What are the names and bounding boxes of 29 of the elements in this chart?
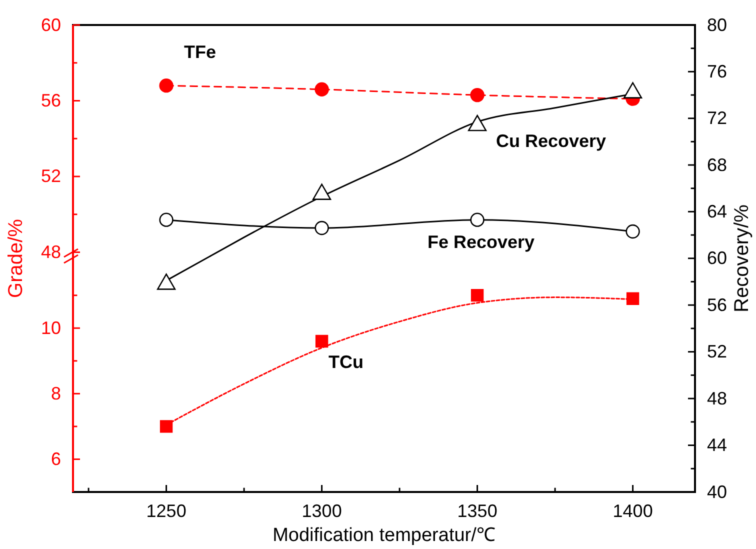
y2-tick-label: 68 xyxy=(707,154,728,175)
x-tick-label: 1250 xyxy=(146,500,186,521)
y-tick-label: 48 xyxy=(40,242,61,262)
y2-tick-label: 60 xyxy=(707,248,728,268)
y2-tick-label: 48 xyxy=(707,388,728,408)
series-label: Cu Recovery xyxy=(496,131,606,151)
y2-tick-label: 56 xyxy=(707,294,728,315)
y2-tick-label: 80 xyxy=(707,14,728,35)
y-axis-title: Grade/% xyxy=(5,218,27,298)
y2-axis-title: Recovery/% xyxy=(731,204,753,312)
y2-tick-label: 64 xyxy=(707,201,728,222)
series-label: TCu xyxy=(328,352,364,372)
y2-tick-label: 44 xyxy=(707,435,728,456)
series-label: Fe Recovery xyxy=(427,232,535,252)
y2-tick-label: 52 xyxy=(707,342,728,362)
y-tick-label: 6 xyxy=(50,448,61,469)
x-tick-label: 1300 xyxy=(302,500,342,521)
y2-tick-label: 40 xyxy=(707,482,728,502)
y2-tick-label: 72 xyxy=(707,108,728,128)
y-tick-label: 8 xyxy=(50,383,61,404)
y-tick-label: 60 xyxy=(40,14,61,35)
x-tick-label: 1400 xyxy=(612,500,653,521)
x-axis-title: Modification temperatur/℃ xyxy=(272,525,496,546)
y-tick-label: 10 xyxy=(40,318,61,338)
y2-tick-label: 76 xyxy=(707,61,728,82)
y-tick-label: 56 xyxy=(40,90,61,110)
series-label: TFe xyxy=(184,42,216,62)
y-tick-label: 52 xyxy=(40,166,61,186)
x-tick-label: 1350 xyxy=(457,500,498,521)
